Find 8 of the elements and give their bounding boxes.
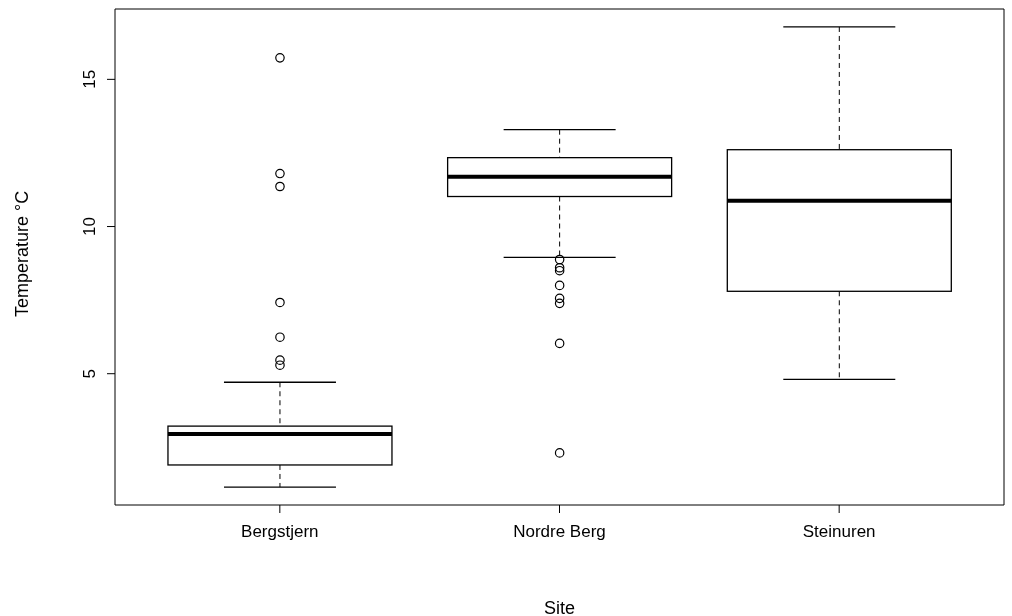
x-tick-label: Bergstjern	[241, 522, 319, 542]
y-tick-label: 5	[80, 368, 99, 379]
y-axis-title: Temperature °C	[12, 190, 33, 317]
x-tick-label: Nordre Berg	[513, 522, 606, 542]
y-tick-label: 15	[80, 69, 99, 89]
x-axis-title: Site	[543, 598, 576, 616]
x-tick-label: Steinuren	[802, 522, 876, 542]
y-tick-label: 10	[80, 217, 99, 236]
